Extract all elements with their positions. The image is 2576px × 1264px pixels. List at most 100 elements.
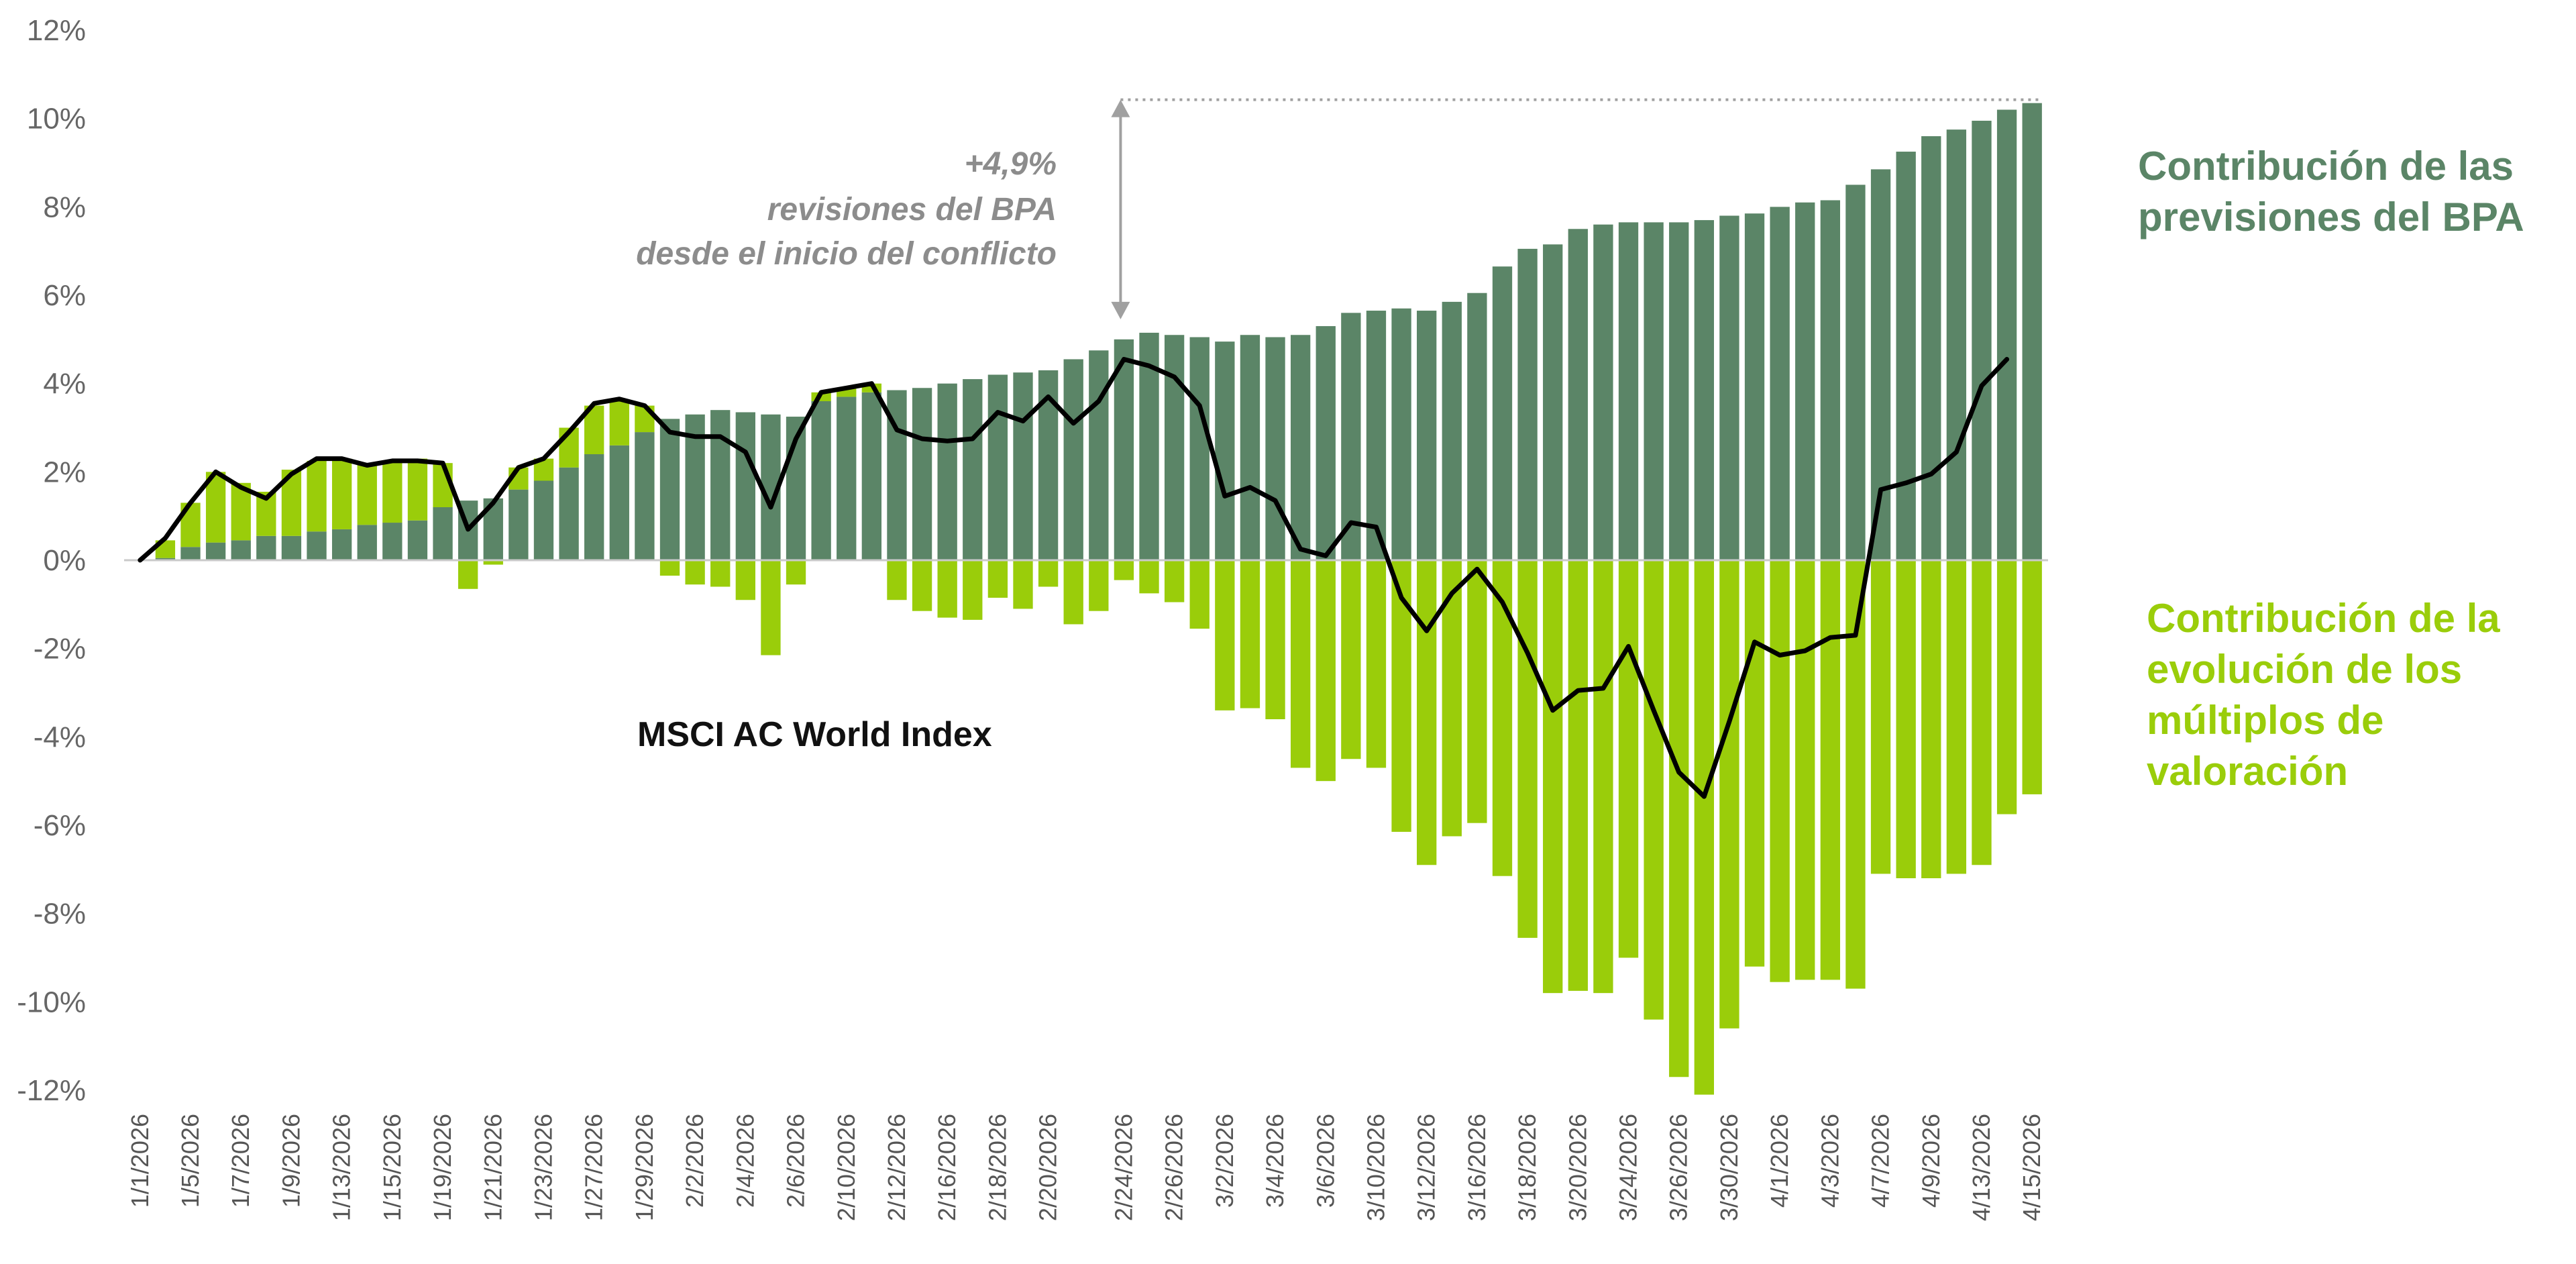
x-tick-label: 1/21/2026 [479,1114,506,1221]
eps-bar [659,419,680,560]
eps-bar [1467,293,1487,560]
multiples-bar [1744,560,1765,967]
x-tick-label: 3/16/2026 [1463,1114,1491,1221]
multiples-bar [1013,560,1033,609]
multiples-bar [1240,560,1260,708]
eps-bar [1845,185,1866,561]
multiples-bar [2022,560,2042,794]
eps-bar [433,507,453,560]
multiples-bar [1265,560,1285,719]
multiples-bar [609,401,629,445]
x-tick-label: 3/4/2026 [1261,1114,1289,1208]
multiples-bar [1644,560,1664,1020]
x-tick-label: 1/23/2026 [529,1114,557,1221]
eps-bar [256,535,276,560]
annotation-arrow-head-top [1111,99,1130,117]
multiples-bar [786,560,806,585]
multiples-bar [912,560,932,611]
index-line-layer [138,357,2010,799]
eps-bar [1442,301,1462,560]
eps-bar [1265,337,1285,560]
y-tick-label: 2% [43,456,86,488]
multiples-bar [1517,560,1538,938]
multiples-bar [331,458,352,529]
multiples-bar [1164,560,1185,602]
multiples-bar [1820,560,1841,980]
eps-bar [231,540,251,560]
y-tick-label: 10% [27,103,86,136]
eps-bar [1770,207,1790,560]
eps-bar [1921,136,1941,560]
multiples-bar [1290,560,1311,768]
multiples-bar [1089,560,1109,611]
x-tick-label: 3/18/2026 [1513,1114,1541,1221]
multiples-bar [1189,560,1210,629]
eps-bar [155,558,176,560]
eps-bar [937,383,957,560]
multiples-bar [1467,560,1487,823]
multiples-bar [1719,560,1739,1029]
y-tick-label: 8% [43,191,86,223]
eps-bar [963,379,983,560]
multiples-bar [1215,560,1235,710]
x-tick-label: 2/26/2026 [1161,1114,1188,1221]
eps-bar [811,401,831,560]
multiples-bar [205,472,226,543]
eps-bar [1240,335,1260,560]
x-tick-label: 2/12/2026 [883,1114,910,1221]
x-tick-label: 2/24/2026 [1110,1114,1137,1221]
multiples-bar [987,560,1008,598]
x-tick-label: 1/1/2026 [126,1114,154,1208]
y-axis-ticks: 12% 10% 8% 6% 4% 2% 0% -2% -4% -6% -8% -10% -12% [17,14,86,1107]
eps-bar [1417,311,1437,560]
multiples-bar [710,560,731,587]
x-tick-label: 3/30/2026 [1715,1114,1743,1221]
legend-multiples-line-2: evolución de los [2147,647,2462,692]
multiples-bar [1038,560,1059,587]
x-tick-label: 1/27/2026 [580,1114,608,1221]
legend-eps-line-2: previsiones del BPA [2138,195,2524,240]
multiples-bar [1896,560,1916,878]
eps-bar [1089,350,1109,560]
multiples-bar [1593,560,1613,994]
eps-bar [1341,313,1361,560]
x-tick-label: 3/26/2026 [1665,1114,1693,1221]
eps-bar [1164,335,1185,560]
x-tick-label: 4/7/2026 [1867,1114,1894,1208]
y-tick-label: -10% [17,986,86,1018]
multiples-bar [458,560,478,589]
multiples-bar [483,560,503,565]
eps-bar [382,523,402,560]
x-tick-label: 2/2/2026 [681,1114,708,1208]
x-tick-label: 3/10/2026 [1362,1114,1389,1221]
multiples-bar [1618,560,1639,958]
y-tick-label: -6% [34,809,86,842]
eps-bar [1366,311,1387,560]
multiples-bar [1972,560,1992,865]
eps-bar [1896,152,1916,560]
eps-bar [281,535,302,560]
multiples-bar [659,560,680,576]
eps-bar [1694,220,1714,560]
eps-bar [635,432,655,560]
multiples-bar [1139,560,1159,594]
multiples-bar [407,458,428,521]
x-tick-label: 1/9/2026 [277,1114,305,1208]
legend-multiples-line-3: múltiplos de [2147,698,2383,743]
x-tick-label: 2/6/2026 [782,1114,810,1208]
multiples-bar [963,560,983,620]
multiples-bar [1114,560,1134,580]
legend-eps-line-1: Contribución de las [2138,144,2514,189]
multiples-bar [307,460,327,532]
eps-bar [180,547,201,560]
index-series-label: MSCI AC World Index [637,715,992,754]
eps-bar [307,531,327,560]
eps-bar [1946,129,1967,560]
annotation-line-2: revisiones del BPA [767,192,1057,227]
multiples-bar [1492,560,1513,876]
eps-bar [1013,372,1033,560]
annotation-line-1: +4,9% [965,146,1057,182]
eps-bar [1189,337,1210,560]
multiples-bar [1921,560,1941,878]
